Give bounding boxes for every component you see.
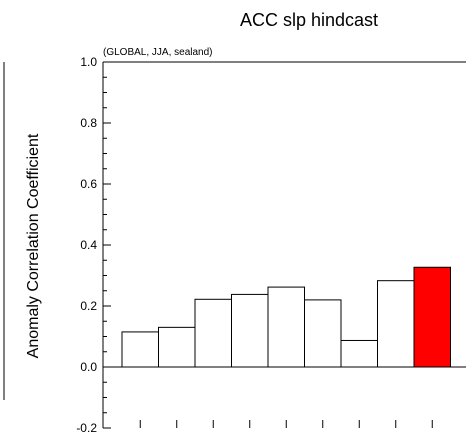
chart-subtitle: (GLOBAL, JJA, sealand) <box>103 47 213 58</box>
y-tick-label: 0.0 <box>80 360 97 374</box>
y-tick-label: 0.2 <box>80 299 97 313</box>
y-tick-label: 0.4 <box>80 238 97 252</box>
y-axis-label: Anomaly Correlation Coefficient <box>25 133 42 358</box>
bar <box>158 326 196 368</box>
y-tick-label: 0.8 <box>80 116 97 130</box>
bar-highlighted <box>413 266 451 368</box>
bar <box>340 339 378 368</box>
bar <box>121 331 159 368</box>
y-tick-label: 0.6 <box>80 177 97 191</box>
bar <box>194 298 232 368</box>
y-tick-label: 1.0 <box>80 55 97 69</box>
bar <box>231 293 269 368</box>
bar <box>304 299 342 368</box>
bar <box>267 286 305 368</box>
bar <box>377 280 415 368</box>
y-tick-label: -0.2 <box>76 421 97 435</box>
plot-area: 1.0 0.8 0.6 0.4 0.2 0.0 -0.2 <box>76 55 466 435</box>
chart-title: ACC slp hindcast <box>240 10 378 30</box>
